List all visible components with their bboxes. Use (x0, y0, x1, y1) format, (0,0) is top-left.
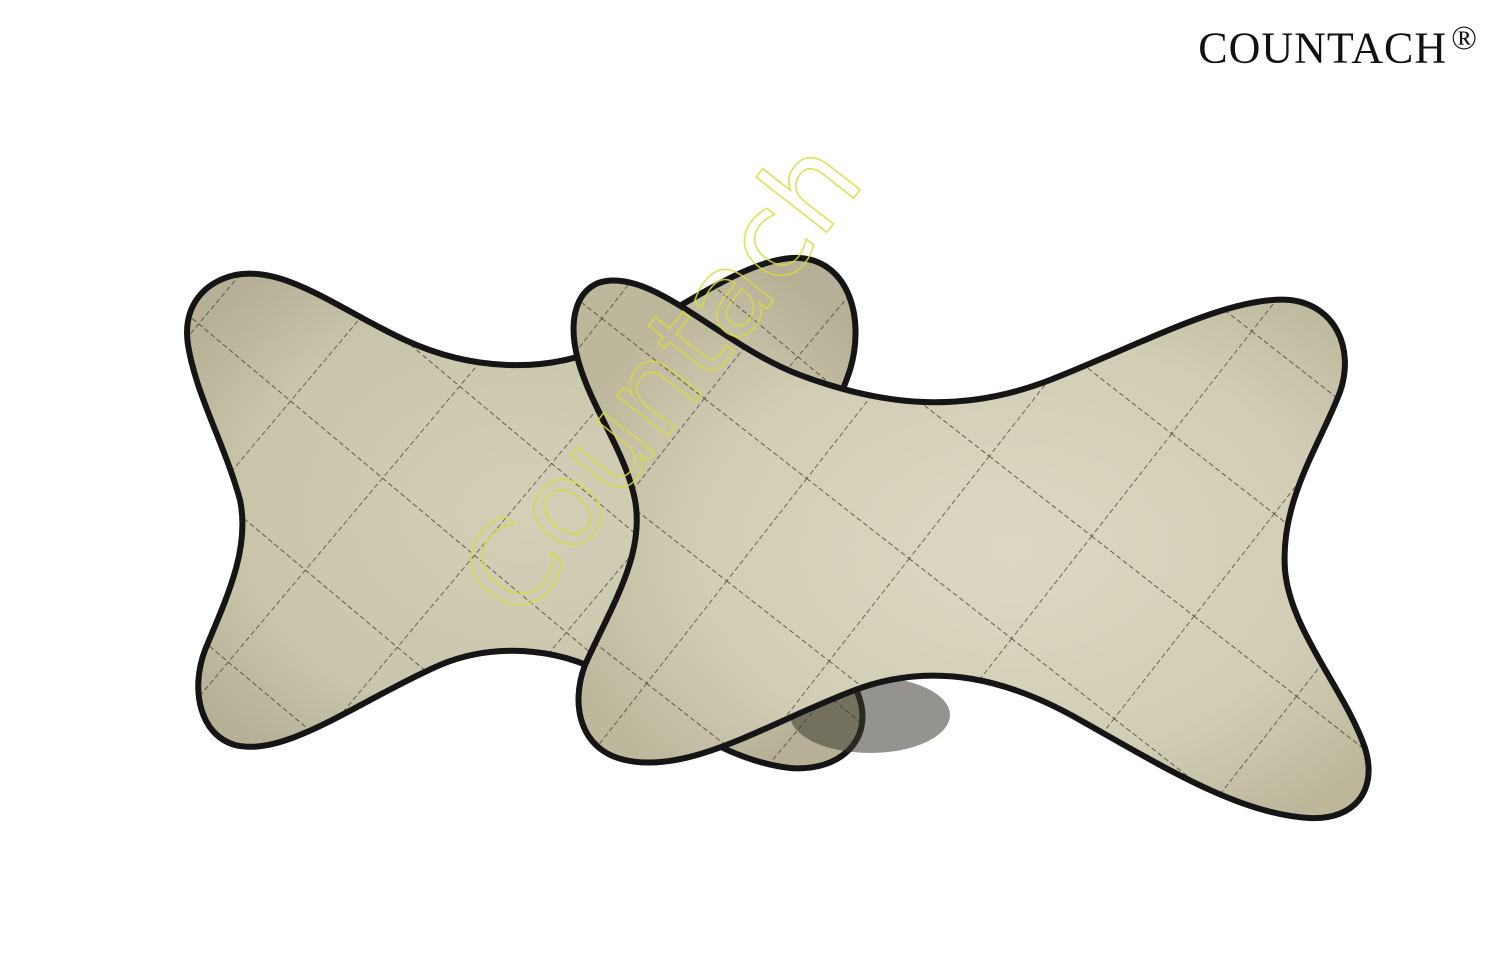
registered-mark: ® (1451, 20, 1478, 57)
brand-logo: COUNTACH ® (1198, 18, 1478, 74)
brand-name: COUNTACH (1198, 23, 1448, 73)
